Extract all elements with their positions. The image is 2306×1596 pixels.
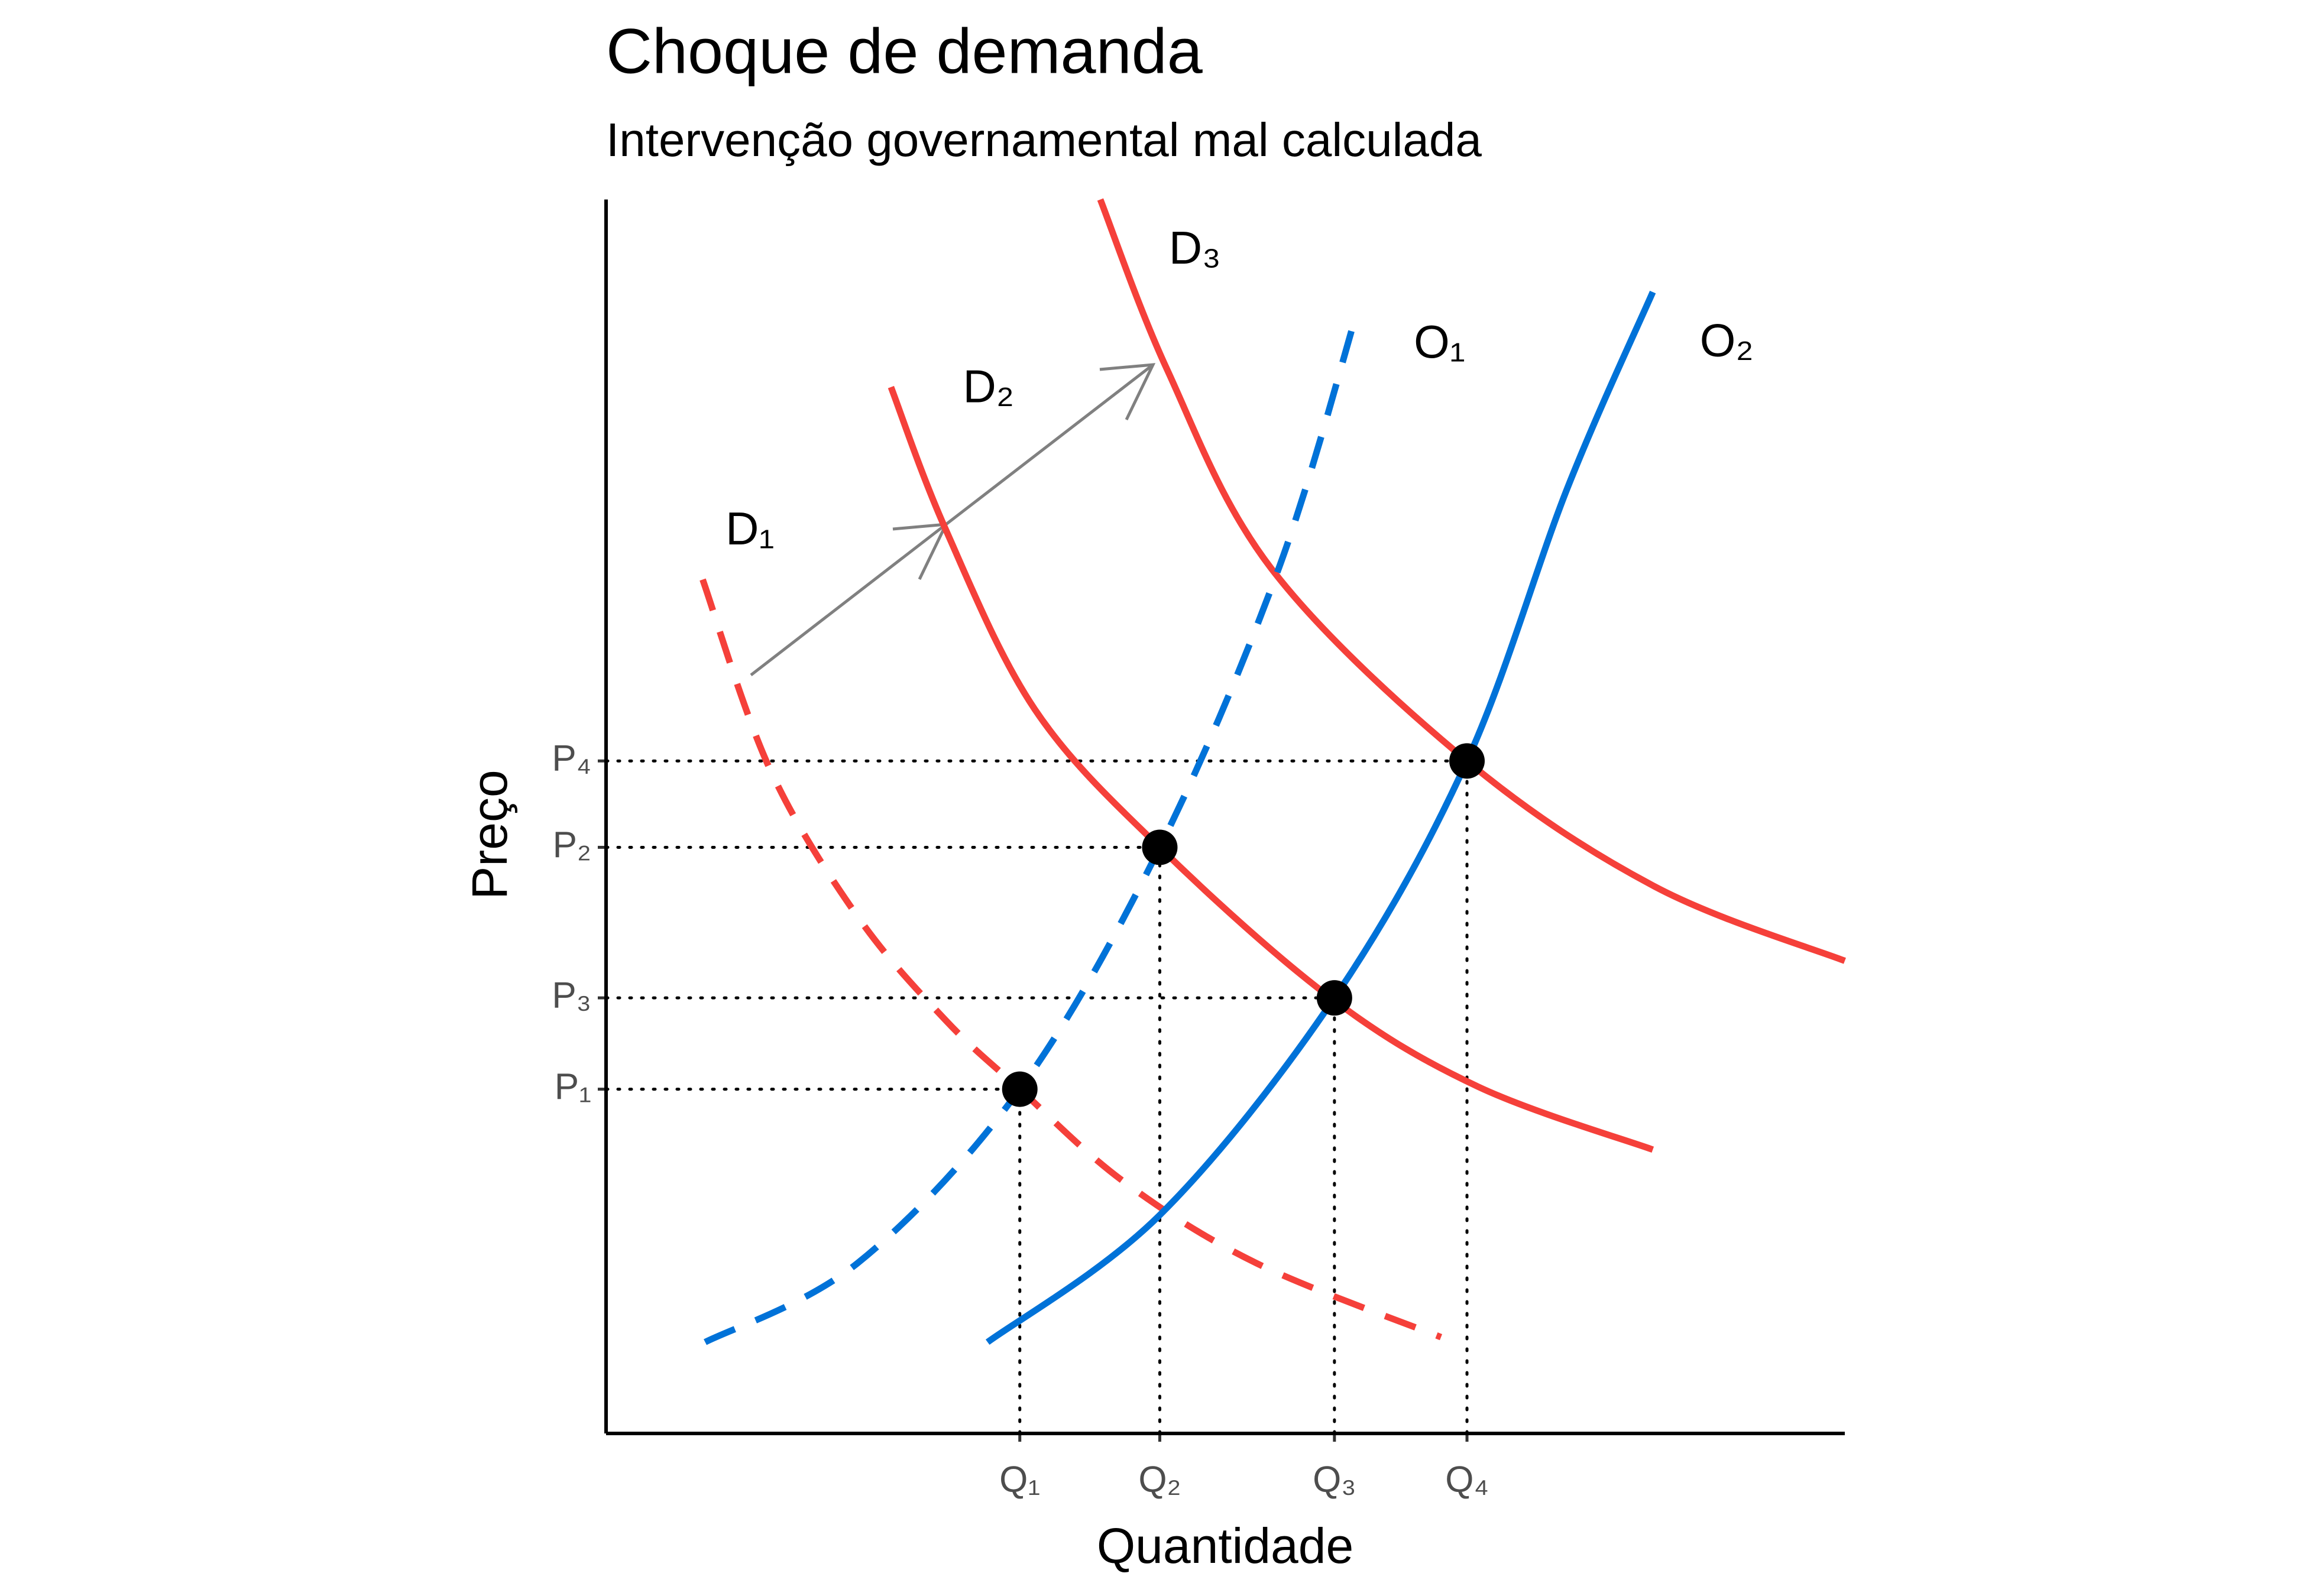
x-tick-label: Q₄: [1445, 1459, 1489, 1500]
curve-label: D₁: [726, 502, 775, 554]
y-tick-label: P₃: [552, 975, 591, 1016]
x-tick-label: Q₁: [999, 1459, 1040, 1500]
y-tick-label: P₁: [555, 1066, 591, 1107]
curve: [985, 290, 1656, 1345]
equilibrium-point: [1002, 1071, 1038, 1107]
curve-label: D₂: [963, 360, 1015, 412]
x-axis-title: Quantidade: [1097, 1518, 1353, 1574]
curve: [1097, 198, 1847, 964]
equilibrium-point: [1449, 743, 1485, 779]
arrow-line: [750, 523, 947, 676]
curve: [699, 578, 1443, 1341]
curve-label: O₂: [1700, 314, 1754, 366]
y-axis-title: Preço: [462, 770, 517, 899]
y-tick-label: P₂: [553, 825, 591, 865]
arrow-line: [945, 364, 1154, 525]
shift-arrows: [750, 363, 1156, 676]
x-tick-label: Q₂: [1138, 1459, 1181, 1500]
arrow-head: [1099, 363, 1156, 421]
chart-title: Choque de demanda: [606, 15, 1203, 87]
chart-subtitle: Intervenção governamental mal calculada: [606, 113, 1482, 166]
curve-label: O₁: [1414, 316, 1465, 368]
x-tick-label: Q₃: [1313, 1459, 1356, 1500]
curve: [704, 312, 1360, 1345]
curve-label: D₃: [1169, 222, 1221, 274]
equilibrium-point: [1142, 829, 1178, 865]
y-tick-label: P₄: [552, 738, 591, 779]
equilibrium-point: [1316, 980, 1352, 1016]
